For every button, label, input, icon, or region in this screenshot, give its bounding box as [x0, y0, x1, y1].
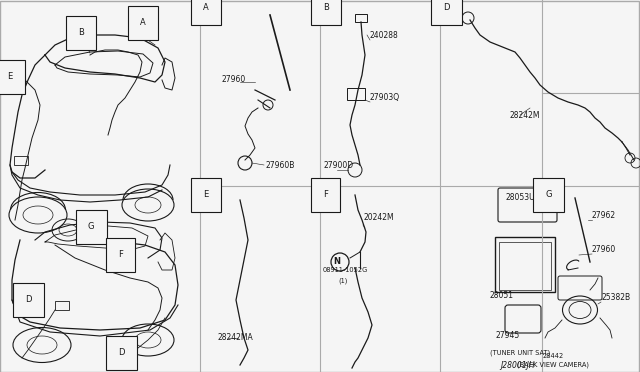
Bar	[495, 237, 555, 292]
Text: B: B	[323, 3, 329, 12]
Text: J28001JH: J28001JH	[500, 361, 535, 370]
Text: 28442: 28442	[542, 353, 564, 359]
Text: G: G	[88, 222, 95, 231]
Text: 27960: 27960	[592, 245, 616, 254]
Text: E: E	[203, 190, 208, 199]
Text: A: A	[140, 18, 146, 27]
Text: 28051: 28051	[490, 291, 514, 300]
Text: 240288: 240288	[370, 31, 399, 40]
Text: 28242M: 28242M	[510, 111, 541, 120]
Text: 27962: 27962	[592, 211, 616, 220]
Text: 28242MA: 28242MA	[218, 333, 253, 342]
Bar	[540, 202, 552, 210]
Text: 25382B: 25382B	[601, 293, 630, 302]
Text: E: E	[7, 72, 12, 81]
Text: (1): (1)	[338, 277, 348, 283]
Text: A: A	[203, 3, 209, 12]
Text: 27903Q: 27903Q	[370, 93, 400, 102]
Bar	[14, 156, 28, 165]
Bar	[110, 349, 124, 358]
Text: 27960B: 27960B	[265, 161, 294, 170]
Text: (TUNER UNIT SAT): (TUNER UNIT SAT)	[490, 349, 550, 356]
Text: B: B	[78, 28, 84, 37]
Text: D: D	[443, 3, 449, 12]
Text: F: F	[118, 250, 123, 259]
Text: 28053U: 28053U	[505, 193, 535, 202]
Text: F: F	[323, 190, 328, 199]
Text: 27900D: 27900D	[323, 161, 353, 170]
Text: N: N	[333, 257, 340, 266]
Bar	[347, 88, 365, 100]
Text: 27945: 27945	[495, 331, 519, 340]
Text: D: D	[118, 348, 125, 357]
Bar	[355, 14, 367, 22]
Text: G: G	[545, 190, 552, 199]
Text: D: D	[25, 295, 31, 304]
Text: 20242M: 20242M	[363, 213, 394, 222]
Text: (BACK VIEW CAMERA): (BACK VIEW CAMERA)	[517, 361, 589, 368]
Text: 08911-1052G: 08911-1052G	[323, 267, 368, 273]
Bar	[499, 242, 551, 290]
Bar	[55, 301, 69, 310]
Text: 27960: 27960	[222, 75, 246, 84]
